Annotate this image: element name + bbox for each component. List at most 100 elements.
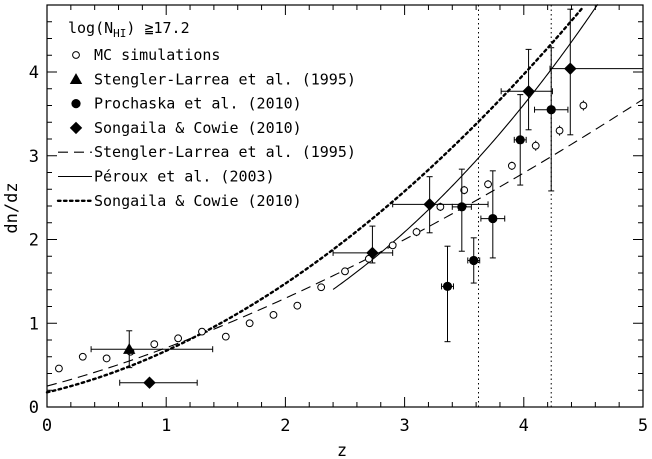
data-point (579, 100, 588, 111)
marker-diamond (423, 198, 436, 211)
marker-open-circle (341, 267, 349, 276)
data-point (388, 241, 397, 250)
legend-marker-diamond (69, 121, 83, 135)
data-point (341, 267, 349, 276)
legend-title: log(NHI) ≧17.2 (68, 19, 190, 40)
marker-open-circle (579, 101, 588, 110)
x-tick-label: 5 (638, 416, 648, 436)
data-point (174, 334, 183, 343)
legend-label: MC simulations (94, 46, 220, 64)
vertical-reference-lines (478, 5, 552, 407)
legend-item: Prochaska et al. (2010) (71, 95, 302, 113)
marker-open-circle (507, 161, 516, 170)
marker-diamond (366, 246, 379, 260)
y-tick-label: 1 (29, 314, 39, 334)
marker-filled-circle (469, 255, 479, 266)
y-tick-label: 3 (29, 147, 39, 167)
y-tick-label: 4 (29, 63, 39, 83)
marker-open-circle (174, 334, 183, 343)
legend-label: Péroux et al. (2003) (94, 168, 275, 186)
data-point (484, 180, 492, 189)
data-point (90, 330, 214, 369)
data-point (102, 354, 111, 363)
data-point (150, 340, 159, 349)
data-point (221, 332, 230, 341)
x-tick-label: 4 (519, 416, 529, 436)
data-point (436, 202, 445, 212)
legend-label: Stengler-Larrea et al. (1995) (94, 143, 356, 161)
x-tick-label: 3 (399, 416, 409, 436)
data-point (293, 301, 302, 310)
marker-open-circle (269, 310, 278, 319)
marker-diamond (522, 85, 535, 98)
marker-open-circle (245, 319, 254, 328)
y-axis-label: dn/dz (2, 182, 22, 233)
curve-dotted (45, 5, 585, 394)
marker-open-circle (198, 327, 206, 336)
data-point (555, 125, 564, 136)
marker-open-circle (460, 186, 469, 194)
axes: 0 1 2 3 4 5 0 1 2 3 4 (29, 4, 648, 436)
marker-open-circle (221, 332, 230, 341)
legend-label: Prochaska et al. (2010) (94, 95, 302, 113)
marker-filled-circle (442, 281, 453, 291)
marker-open-circle (484, 180, 492, 189)
legend-item: Songaila & Cowie (2010) (56, 192, 302, 210)
x-axis-label: z (337, 441, 347, 459)
marker-open-circle (317, 283, 326, 292)
data-point (269, 310, 278, 319)
data-point (412, 227, 421, 237)
marker-filled-circle (546, 105, 556, 115)
marker-open-circle (412, 228, 421, 236)
data-point (245, 319, 254, 328)
marker-filled-circle (488, 213, 498, 224)
legend-marker-filled-circle (71, 99, 81, 109)
marker-open-circle (150, 340, 159, 349)
x-tick-label: 2 (280, 416, 290, 436)
marker-open-circle (436, 202, 445, 211)
legend-item: Stengler-Larrea et al. (1995) (58, 143, 356, 161)
legend: log(NHI) ≧17.2 MC simulations Stengler-La… (56, 19, 356, 210)
data-point (460, 185, 469, 195)
data-point (507, 161, 516, 170)
data-point (451, 168, 472, 252)
curve-solid (332, 4, 599, 290)
marker-open-circle (55, 364, 63, 373)
data-point (467, 237, 481, 284)
legend-label: Stengler-Larrea et al. (1995) (94, 70, 356, 88)
legend-label: Songaila & Cowie (2010) (94, 119, 302, 137)
marker-open-circle (102, 354, 111, 363)
data-point (198, 327, 206, 336)
data-point (441, 245, 454, 343)
x-tick-label: 0 (42, 416, 52, 436)
data-point (119, 376, 198, 389)
marker-open-circle (555, 126, 564, 135)
marker-filled-circle (515, 135, 525, 145)
legend-marker-open-circle (72, 51, 80, 59)
marker-open-circle (531, 141, 540, 150)
legend-item: MC simulations (72, 46, 220, 64)
data-point (513, 94, 527, 186)
data-point (317, 283, 326, 292)
legend-item: Stengler-Larrea et al. (1995) (69, 70, 356, 88)
marker-triangle (123, 343, 136, 354)
marker-open-circle (78, 352, 87, 361)
data-point (392, 176, 489, 234)
marker-diamond (143, 376, 156, 389)
legend-item: Péroux et al. (2003) (58, 168, 275, 186)
data-point (55, 364, 63, 373)
y-tick-label: 0 (29, 398, 39, 418)
data-point (78, 352, 87, 361)
data-point (534, 47, 569, 192)
legend-label: Songaila & Cowie (2010) (94, 192, 302, 210)
x-tick-label: 1 (161, 416, 171, 436)
marker-open-circle (388, 241, 397, 250)
y-tick-label: 2 (29, 231, 39, 251)
legend-marker-triangle (69, 73, 83, 84)
marker-filled-circle (457, 202, 467, 212)
data-point (531, 140, 540, 151)
marker-open-circle (293, 301, 302, 310)
data-point (480, 170, 506, 259)
data-point (500, 48, 553, 131)
